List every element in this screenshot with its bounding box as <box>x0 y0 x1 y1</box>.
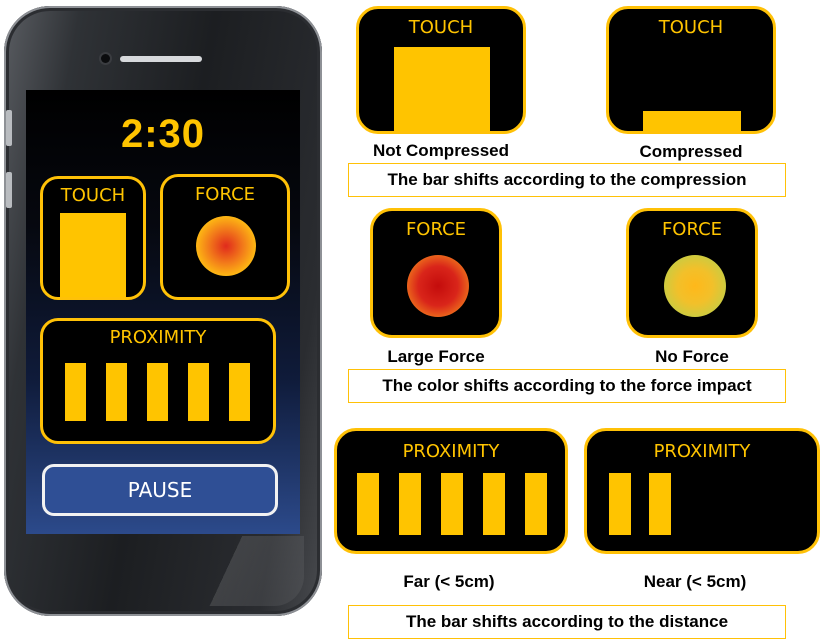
not-compressed-label: Not Compressed <box>372 141 510 160</box>
force-panel-title: FORCE <box>194 184 256 205</box>
proximity-panel-title: PROXIMITY <box>653 441 751 462</box>
compressed-label: Compressed <box>639 142 743 161</box>
front-camera <box>101 54 110 63</box>
touch-panel-title: TOUCH <box>658 17 724 38</box>
proximity-far-panel: PROXIMITY <box>334 428 568 554</box>
proximity-bar <box>399 473 421 535</box>
touch-bar <box>60 213 126 297</box>
distance-caption: The bar shifts according to the distance <box>348 605 786 639</box>
proximity-bar <box>65 363 86 421</box>
proximity-bar <box>441 473 463 535</box>
touch-compressed-panel: TOUCH <box>606 6 776 134</box>
force-caption: The color shifts according to the force … <box>348 369 786 403</box>
proximity-bar <box>483 473 505 535</box>
phone-side-button <box>6 110 12 146</box>
phone-side-button <box>6 172 12 208</box>
force-panel-title: FORCE <box>661 219 723 240</box>
touch-not-compressed-panel: TOUCH <box>356 6 526 134</box>
proximity-bar <box>525 473 547 535</box>
near-label: Near (< 5cm) <box>643 572 747 591</box>
timer: 2:30 <box>120 112 206 156</box>
no-force-label: No Force <box>655 347 729 366</box>
proximity-panel-title: PROXIMITY <box>109 327 207 348</box>
touch-panel-title: TOUCH <box>60 185 126 206</box>
proximity-bar <box>147 363 168 421</box>
proximity-bar <box>357 473 379 535</box>
pause-button[interactable]: PAUSE <box>42 464 278 516</box>
large-force-label: Large Force <box>387 347 485 366</box>
touch-bar-compressed <box>643 111 741 131</box>
force-none-indicator <box>664 255 726 317</box>
force-none-panel: FORCE <box>626 208 758 338</box>
touch-panel-title: TOUCH <box>408 17 474 38</box>
force-large-indicator <box>407 255 469 317</box>
phone-speaker <box>120 56 202 62</box>
proximity-bar <box>229 363 250 421</box>
force-panel: FORCE <box>160 174 290 300</box>
touch-panel: TOUCH <box>40 176 146 300</box>
compression-caption: The bar shifts according to the compress… <box>348 163 786 197</box>
phone-screen <box>26 90 300 534</box>
proximity-bar <box>188 363 209 421</box>
force-panel-title: FORCE <box>405 219 467 240</box>
proximity-panel: PROXIMITY <box>40 318 276 444</box>
proximity-panel-title: PROXIMITY <box>402 441 500 462</box>
phone-bottom-bezel <box>22 536 304 606</box>
proximity-bar <box>106 363 127 421</box>
force-large-panel: FORCE <box>370 208 502 338</box>
proximity-near-panel: PROXIMITY <box>584 428 820 554</box>
force-indicator <box>196 216 256 276</box>
proximity-bar <box>609 473 631 535</box>
proximity-bar <box>649 473 671 535</box>
touch-bar-full <box>394 47 490 131</box>
far-label: Far (< 5cm) <box>403 572 495 591</box>
